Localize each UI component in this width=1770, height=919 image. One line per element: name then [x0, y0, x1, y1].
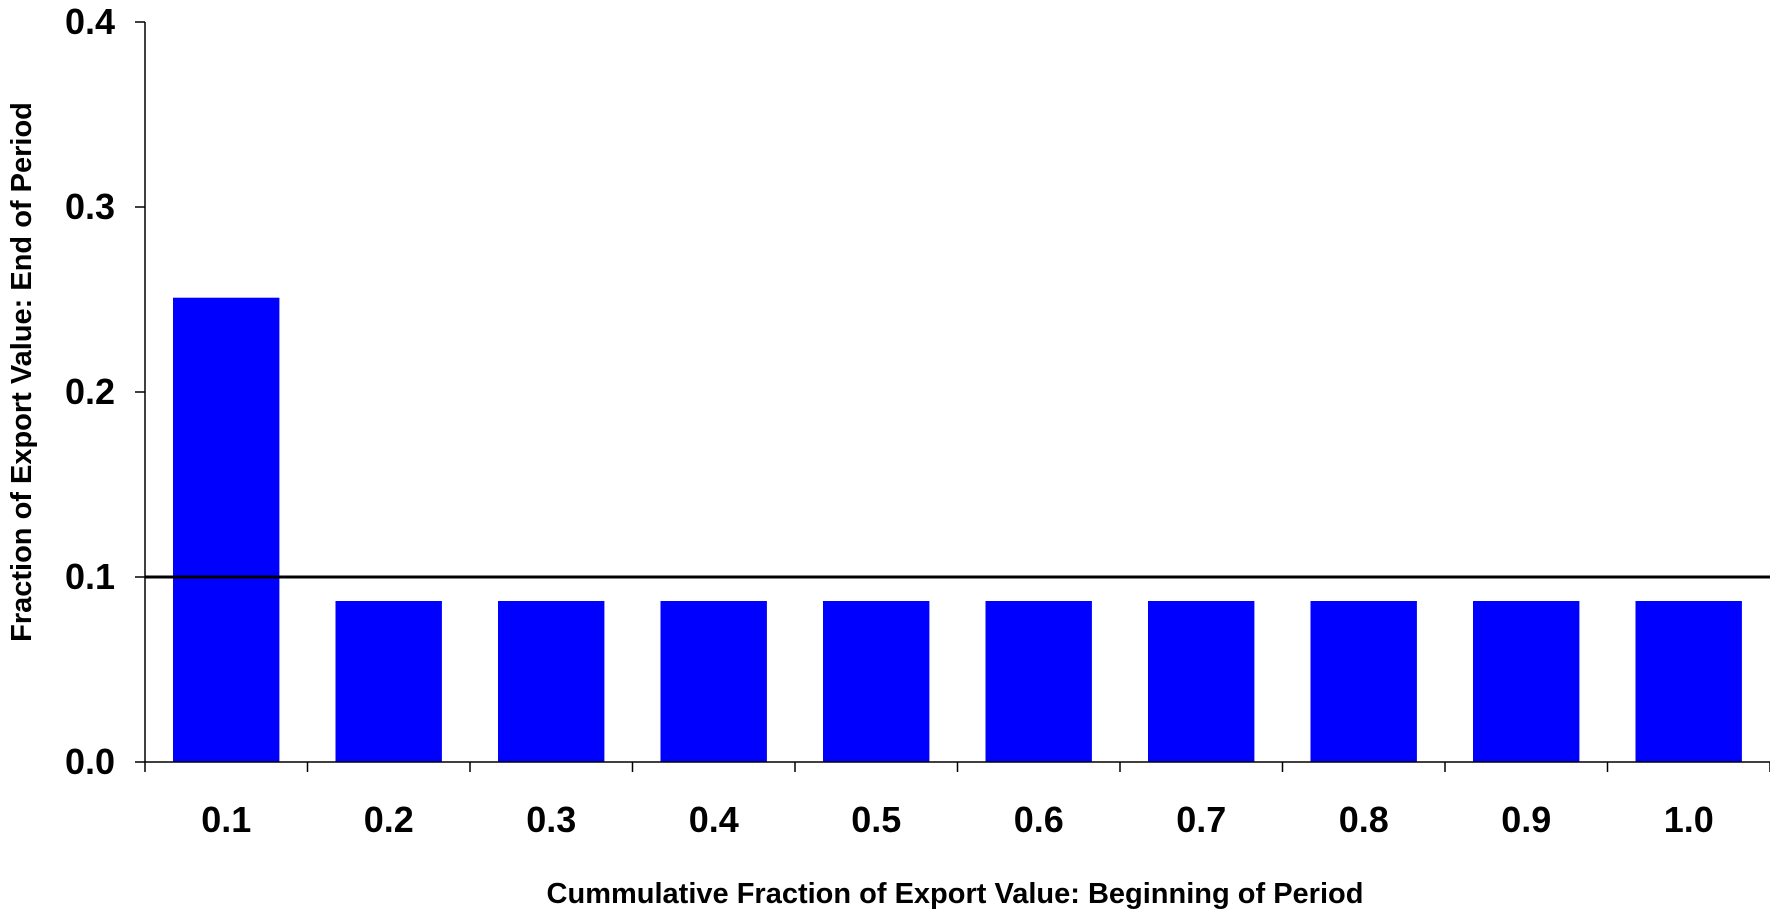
x-tick-label: 0.7 [1176, 799, 1226, 840]
bar-1.0 [1635, 601, 1742, 762]
bar-0.5 [823, 601, 930, 762]
bar-0.2 [335, 601, 442, 762]
y-tick-label: 0.2 [65, 371, 115, 412]
y-axis-title: Fraction of Export Value: End of Period [6, 102, 38, 642]
bar-0.1 [173, 297, 280, 762]
x-tick-label: 0.2 [364, 799, 414, 840]
bar-0.4 [660, 601, 767, 762]
x-tick-label: 0.3 [526, 799, 576, 840]
x-tick-label: 0.9 [1501, 799, 1551, 840]
y-tick-label: 0.4 [65, 1, 115, 42]
y-tick-labels: 0.0 0.1 0.2 0.3 0.4 [65, 1, 115, 782]
x-tick-label: 0.4 [689, 799, 739, 840]
x-tick-label: 0.1 [201, 799, 251, 840]
x-tick-labels: 0.1 0.2 0.3 0.4 0.5 0.6 0.7 0.8 0.9 1.0 [201, 799, 1714, 840]
bar-0.3 [498, 601, 605, 762]
y-tick-label: 0.3 [65, 186, 115, 227]
axes-group [135, 21, 1770, 772]
x-tick-label: 0.6 [1014, 799, 1064, 840]
bar-0.8 [1310, 601, 1417, 762]
x-tick-label: 0.5 [851, 799, 901, 840]
y-tick-label: 0.0 [65, 741, 115, 782]
x-axis-title: Cummulative Fraction of Export Value: Be… [547, 878, 1364, 910]
bar-0.7 [1148, 601, 1255, 762]
x-tick-label: 1.0 [1664, 799, 1714, 840]
y-tick-label: 0.1 [65, 556, 115, 597]
x-tick-label: 0.8 [1339, 799, 1389, 840]
bars-group [173, 297, 1742, 762]
bar-0.9 [1473, 601, 1580, 762]
bar-0.6 [985, 601, 1092, 762]
